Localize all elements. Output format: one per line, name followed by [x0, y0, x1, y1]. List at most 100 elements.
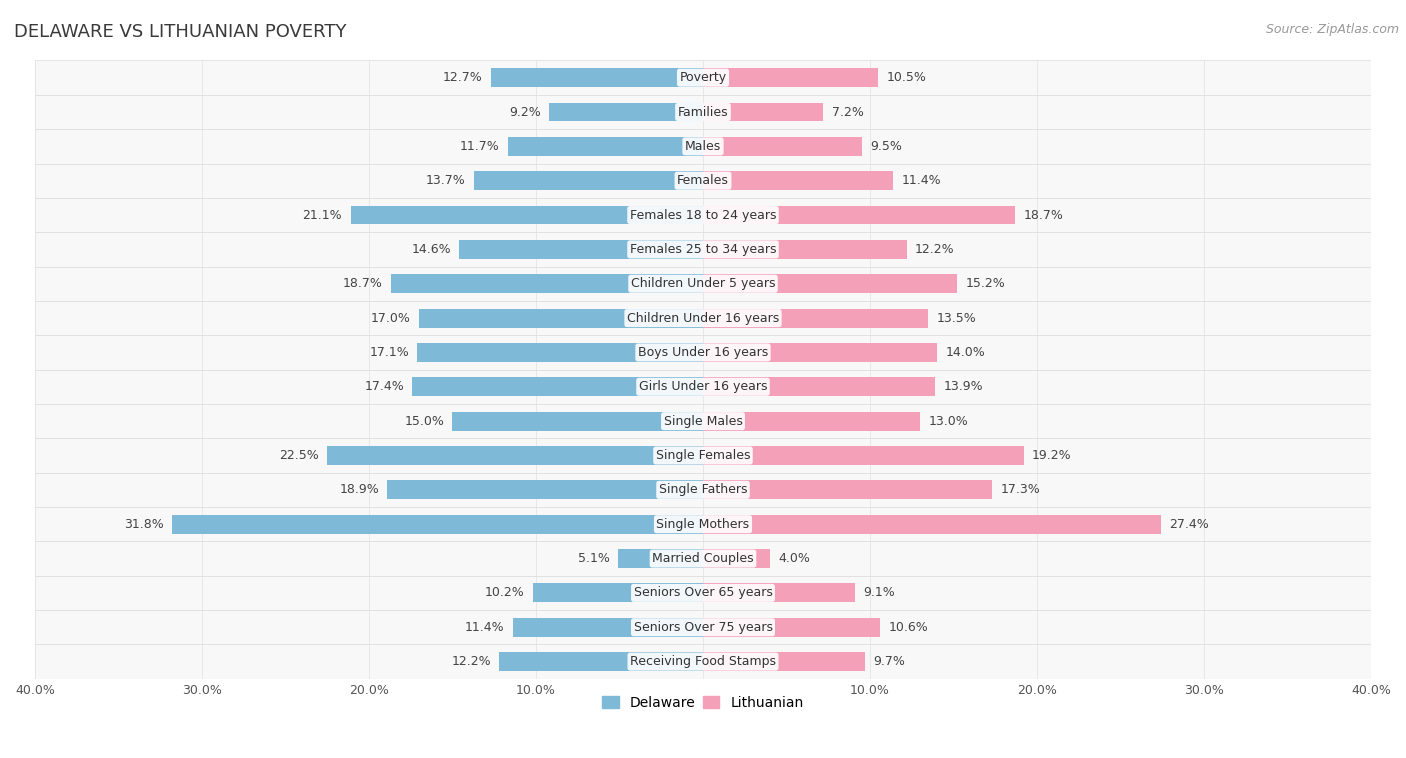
Bar — [491, 68, 703, 87]
Bar — [350, 205, 703, 224]
Text: 17.3%: 17.3% — [1000, 484, 1040, 496]
Bar — [703, 171, 893, 190]
Text: 13.5%: 13.5% — [936, 312, 977, 324]
Bar — [391, 274, 703, 293]
Text: 17.0%: 17.0% — [371, 312, 411, 324]
Bar — [508, 137, 703, 156]
Text: Single Mothers: Single Mothers — [657, 518, 749, 531]
Text: Children Under 5 years: Children Under 5 years — [631, 277, 775, 290]
Text: 10.2%: 10.2% — [485, 587, 524, 600]
Bar — [387, 481, 703, 500]
Text: 10.5%: 10.5% — [887, 71, 927, 84]
Bar — [172, 515, 703, 534]
Bar — [703, 309, 928, 327]
Bar — [418, 343, 703, 362]
Bar — [703, 137, 862, 156]
Text: 11.4%: 11.4% — [464, 621, 505, 634]
Bar — [703, 377, 935, 396]
Text: Girls Under 16 years: Girls Under 16 years — [638, 381, 768, 393]
Text: 4.0%: 4.0% — [778, 552, 810, 565]
Text: 17.1%: 17.1% — [370, 346, 409, 359]
Text: 22.5%: 22.5% — [280, 449, 319, 462]
Text: Males: Males — [685, 140, 721, 153]
Bar — [35, 129, 1371, 164]
Bar — [513, 618, 703, 637]
Text: 9.5%: 9.5% — [870, 140, 901, 153]
Bar — [35, 576, 1371, 610]
Text: 17.4%: 17.4% — [364, 381, 404, 393]
Text: 12.2%: 12.2% — [915, 243, 955, 256]
Text: 18.9%: 18.9% — [339, 484, 380, 496]
Text: 12.2%: 12.2% — [451, 655, 491, 668]
Text: 15.2%: 15.2% — [965, 277, 1005, 290]
Text: 19.2%: 19.2% — [1032, 449, 1071, 462]
Bar — [453, 412, 703, 431]
Text: 12.7%: 12.7% — [443, 71, 482, 84]
Text: Married Couples: Married Couples — [652, 552, 754, 565]
Bar — [35, 404, 1371, 438]
Bar — [703, 274, 957, 293]
Text: Poverty: Poverty — [679, 71, 727, 84]
Text: Boys Under 16 years: Boys Under 16 years — [638, 346, 768, 359]
Text: Females 18 to 24 years: Females 18 to 24 years — [630, 208, 776, 221]
Text: 5.1%: 5.1% — [578, 552, 609, 565]
Bar — [703, 618, 880, 637]
Bar — [533, 584, 703, 603]
Text: 13.7%: 13.7% — [426, 174, 465, 187]
Bar — [474, 171, 703, 190]
Text: 14.6%: 14.6% — [411, 243, 451, 256]
Text: 15.0%: 15.0% — [405, 415, 444, 428]
Bar — [703, 446, 1024, 465]
Bar — [35, 164, 1371, 198]
Bar — [550, 102, 703, 121]
Text: Single Fathers: Single Fathers — [659, 484, 747, 496]
Bar — [35, 507, 1371, 541]
Bar — [703, 412, 920, 431]
Text: Source: ZipAtlas.com: Source: ZipAtlas.com — [1265, 23, 1399, 36]
Text: 18.7%: 18.7% — [343, 277, 382, 290]
Bar — [419, 309, 703, 327]
Text: Seniors Over 75 years: Seniors Over 75 years — [634, 621, 772, 634]
Bar — [703, 515, 1160, 534]
Bar — [35, 610, 1371, 644]
Text: 31.8%: 31.8% — [124, 518, 163, 531]
Bar — [703, 205, 1015, 224]
Text: 11.4%: 11.4% — [901, 174, 942, 187]
Bar — [35, 198, 1371, 232]
Text: DELAWARE VS LITHUANIAN POVERTY: DELAWARE VS LITHUANIAN POVERTY — [14, 23, 346, 41]
Text: 18.7%: 18.7% — [1024, 208, 1063, 221]
Bar — [35, 438, 1371, 473]
Text: 9.2%: 9.2% — [509, 105, 541, 118]
Bar — [617, 549, 703, 568]
Bar — [35, 267, 1371, 301]
Bar — [703, 584, 855, 603]
Bar — [703, 68, 879, 87]
Text: 7.2%: 7.2% — [831, 105, 863, 118]
Text: Families: Families — [678, 105, 728, 118]
Text: 9.1%: 9.1% — [863, 587, 896, 600]
Bar — [35, 232, 1371, 267]
Bar — [35, 95, 1371, 129]
Text: 14.0%: 14.0% — [945, 346, 986, 359]
Bar — [35, 301, 1371, 335]
Bar — [35, 541, 1371, 576]
Text: 27.4%: 27.4% — [1168, 518, 1209, 531]
Text: Females 25 to 34 years: Females 25 to 34 years — [630, 243, 776, 256]
Bar — [328, 446, 703, 465]
Legend: Delaware, Lithuanian: Delaware, Lithuanian — [596, 690, 810, 715]
Bar — [460, 240, 703, 258]
Text: Seniors Over 65 years: Seniors Over 65 years — [634, 587, 772, 600]
Text: Children Under 16 years: Children Under 16 years — [627, 312, 779, 324]
Text: Females: Females — [678, 174, 728, 187]
Text: Single Females: Single Females — [655, 449, 751, 462]
Bar — [35, 644, 1371, 678]
Text: 11.7%: 11.7% — [460, 140, 499, 153]
Text: 13.0%: 13.0% — [928, 415, 969, 428]
Bar — [703, 549, 770, 568]
Bar — [703, 481, 993, 500]
Text: 13.9%: 13.9% — [943, 381, 983, 393]
Text: 21.1%: 21.1% — [302, 208, 342, 221]
Text: Receiving Food Stamps: Receiving Food Stamps — [630, 655, 776, 668]
Bar — [703, 102, 824, 121]
Text: 10.6%: 10.6% — [889, 621, 928, 634]
